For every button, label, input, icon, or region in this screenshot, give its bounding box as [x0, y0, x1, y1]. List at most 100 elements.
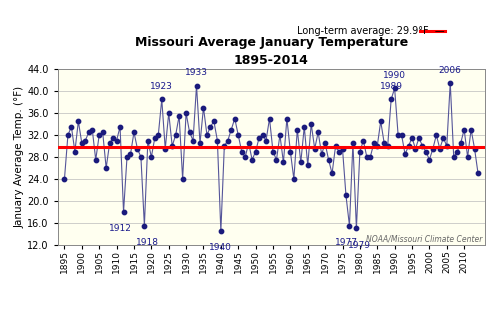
Point: [252, 149, 260, 154]
Point: [328, 171, 336, 176]
Point: [203, 133, 211, 138]
Point: [324, 157, 332, 162]
Point: [307, 122, 315, 127]
Point: [248, 157, 256, 162]
Point: [116, 124, 124, 129]
Point: [290, 176, 298, 181]
Point: [241, 154, 249, 160]
Point: [269, 149, 277, 154]
Point: [95, 133, 103, 138]
Point: [151, 135, 159, 140]
Title: Missouri Average January Temperature
1895-2014: Missouri Average January Temperature 189…: [134, 35, 408, 67]
Point: [360, 138, 368, 143]
Point: [467, 127, 475, 132]
Point: [432, 133, 440, 138]
Point: [446, 80, 454, 85]
Point: [168, 143, 176, 149]
Point: [436, 146, 444, 151]
Point: [283, 116, 291, 121]
Point: [60, 176, 68, 181]
Point: [182, 111, 190, 116]
Point: [376, 119, 384, 124]
Point: [192, 83, 200, 88]
Text: 2006: 2006: [439, 66, 462, 74]
Point: [394, 133, 402, 138]
Point: [126, 152, 134, 157]
Point: [74, 119, 82, 124]
Point: [464, 154, 471, 160]
Point: [85, 130, 93, 135]
Point: [238, 149, 246, 154]
Point: [210, 119, 218, 124]
Point: [272, 157, 280, 162]
Point: [470, 146, 478, 151]
Point: [440, 135, 448, 140]
Point: [200, 105, 207, 110]
Point: [304, 163, 312, 168]
Point: [318, 152, 326, 157]
Point: [443, 143, 451, 149]
Point: [398, 133, 406, 138]
Point: [310, 146, 318, 151]
Point: [244, 141, 252, 146]
Text: 1979: 1979: [348, 241, 372, 250]
Point: [370, 141, 378, 146]
Point: [220, 143, 228, 149]
Point: [178, 176, 186, 181]
Point: [366, 154, 374, 160]
Text: 1940: 1940: [210, 243, 233, 252]
Point: [300, 124, 308, 129]
Point: [356, 149, 364, 154]
Point: [144, 138, 152, 143]
Point: [266, 116, 274, 121]
Point: [68, 124, 76, 129]
Point: [234, 133, 242, 138]
Point: [64, 133, 72, 138]
Point: [387, 97, 395, 102]
Point: [175, 113, 183, 118]
Point: [258, 133, 266, 138]
Point: [380, 141, 388, 146]
Point: [352, 226, 360, 231]
Point: [401, 152, 409, 157]
Point: [342, 193, 350, 198]
Point: [196, 141, 204, 146]
Point: [415, 135, 423, 140]
Point: [102, 165, 110, 171]
Point: [217, 229, 225, 234]
Point: [109, 135, 117, 140]
Point: [456, 141, 464, 146]
Point: [120, 209, 128, 214]
Text: 1977: 1977: [334, 238, 357, 247]
Point: [189, 138, 197, 143]
Point: [280, 160, 287, 165]
Point: [154, 133, 162, 138]
Point: [426, 157, 434, 162]
Point: [214, 138, 222, 143]
Point: [474, 171, 482, 176]
Point: [321, 141, 329, 146]
Point: [92, 157, 100, 162]
Point: [148, 154, 156, 160]
Point: [418, 143, 426, 149]
Point: [384, 143, 392, 149]
Point: [412, 146, 420, 151]
Point: [130, 130, 138, 135]
Point: [82, 138, 90, 143]
Text: 1918: 1918: [136, 238, 160, 247]
Point: [286, 149, 294, 154]
Point: [164, 111, 172, 116]
Point: [450, 154, 458, 160]
Point: [137, 154, 145, 160]
Point: [172, 133, 179, 138]
Point: [332, 143, 340, 149]
Point: [186, 130, 194, 135]
Point: [255, 135, 263, 140]
Point: [112, 138, 120, 143]
Point: [134, 146, 141, 151]
Point: [390, 86, 398, 91]
Point: [422, 149, 430, 154]
Point: [349, 141, 357, 146]
Point: [231, 116, 239, 121]
Point: [224, 138, 232, 143]
